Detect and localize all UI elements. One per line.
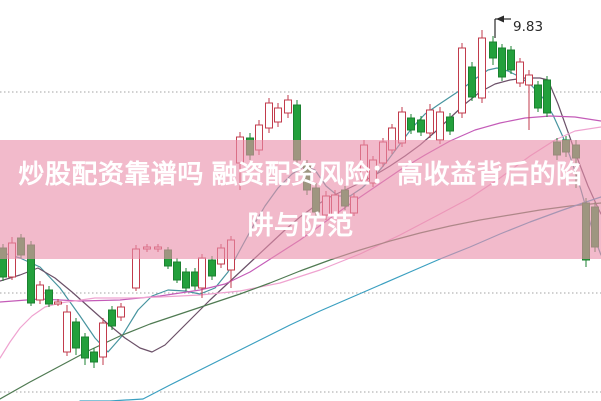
ma-slow-cyan	[79, 196, 601, 401]
ma-light-pink	[0, 126, 601, 359]
peak-price-label: 9.83	[513, 19, 543, 35]
